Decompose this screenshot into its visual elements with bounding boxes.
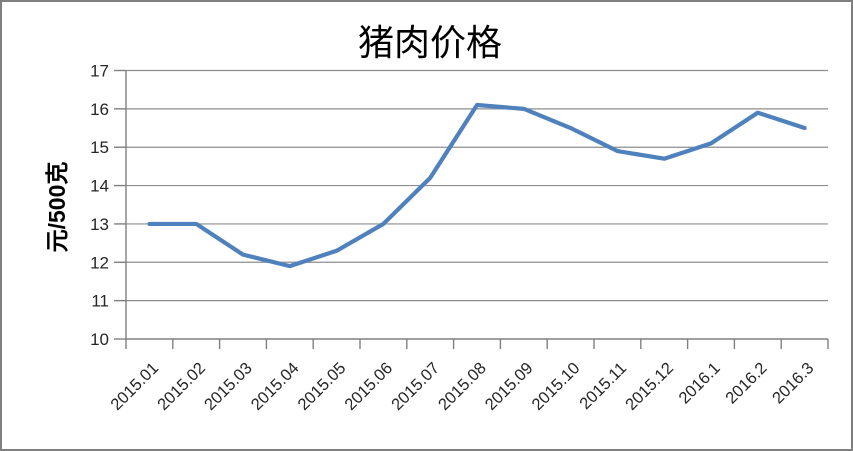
y-tick-labels: 10 11 12 13 14 15 16 17	[90, 62, 109, 350]
y-tick-label: 13	[90, 215, 109, 234]
price-series-line	[147, 102, 807, 269]
x-category-label: 2015.02	[154, 359, 209, 414]
data-series	[147, 102, 807, 269]
y-tick-label: 10	[90, 330, 109, 349]
x-category-label: 2015.09	[482, 359, 537, 414]
y-tick-label: 12	[90, 253, 109, 272]
x-category-label: 2016.3	[769, 359, 817, 407]
x-category-labels: 2015.012015.022015.032015.042015.052015.…	[107, 359, 817, 414]
y-tick-label: 14	[90, 177, 109, 196]
x-category-label: 2015.10	[529, 359, 584, 414]
x-category-label: 2015.06	[341, 359, 396, 414]
x-category-label: 2015.04	[248, 359, 303, 414]
y-tick-label: 16	[90, 100, 109, 119]
y-axis-title: 元/500克	[44, 162, 70, 253]
chart-title: 猪肉价格	[358, 23, 502, 63]
x-category-label: 2015.01	[107, 359, 162, 414]
y-tick-label: 17	[90, 62, 109, 81]
x-category-label: 2015.11	[576, 359, 630, 413]
x-category-label: 2016.2	[722, 359, 770, 407]
x-category-label: 2015.05	[295, 359, 350, 414]
x-category-label: 2015.03	[201, 359, 256, 414]
x-category-label: 2015.12	[622, 359, 677, 414]
x-category-label: 2016.1	[675, 359, 723, 407]
y-tick-label: 11	[91, 292, 109, 311]
axes	[114, 69, 829, 349]
y-tick-label: 15	[90, 138, 109, 157]
x-category-label: 2015.08	[435, 359, 490, 414]
x-category-label: 2015.07	[388, 359, 443, 414]
